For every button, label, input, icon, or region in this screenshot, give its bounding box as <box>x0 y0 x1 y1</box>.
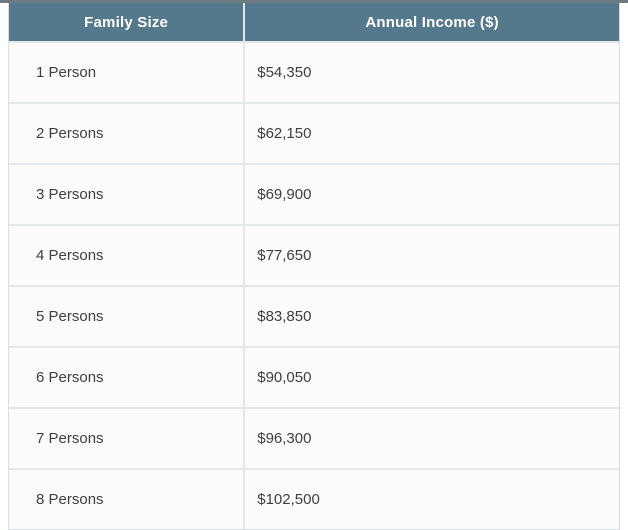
family-size-cell: 2 Persons <box>36 125 104 142</box>
family-size-cell: 8 Persons <box>36 491 104 508</box>
table-row: 4 Persons $77,650 <box>9 224 619 285</box>
family-size-cell: 7 Persons <box>36 430 104 447</box>
annual-income-cell: $54,350 <box>243 43 619 102</box>
family-size-cell: 1 Person <box>36 64 97 81</box>
table-row: 2 Persons $62,150 <box>9 102 619 163</box>
table-row: 1 Person $54,350 <box>9 41 619 102</box>
table-row: 6 Persons $90,050 <box>9 346 619 407</box>
family-size-cell: 3 Persons <box>36 186 104 203</box>
table-row: 8 Persons $102,500 <box>9 468 619 529</box>
table-row: 7 Persons $96,300 <box>9 407 619 468</box>
income-limits-table: Family Size Annual Income ($) 1 Person $… <box>8 3 620 530</box>
header-annual-income: Annual Income ($) <box>243 3 619 41</box>
header-family-size: Family Size <box>84 13 169 31</box>
table-header-row: Family Size Annual Income ($) <box>9 3 619 41</box>
annual-income-cell: $96,300 <box>243 409 619 468</box>
annual-income-cell: $83,850 <box>243 287 619 346</box>
table-row: 3 Persons $69,900 <box>9 163 619 224</box>
annual-income-cell: $69,900 <box>243 165 619 224</box>
table-row: 5 Persons $83,850 <box>9 285 619 346</box>
family-size-cell: 4 Persons <box>36 247 104 264</box>
family-size-cell: 5 Persons <box>36 308 104 325</box>
annual-income-cell: $77,650 <box>243 226 619 285</box>
top-border-strip <box>0 0 628 3</box>
annual-income-cell: $90,050 <box>243 348 619 407</box>
family-size-cell: 6 Persons <box>36 369 104 386</box>
annual-income-cell: $62,150 <box>243 104 619 163</box>
annual-income-cell: $102,500 <box>243 470 619 529</box>
